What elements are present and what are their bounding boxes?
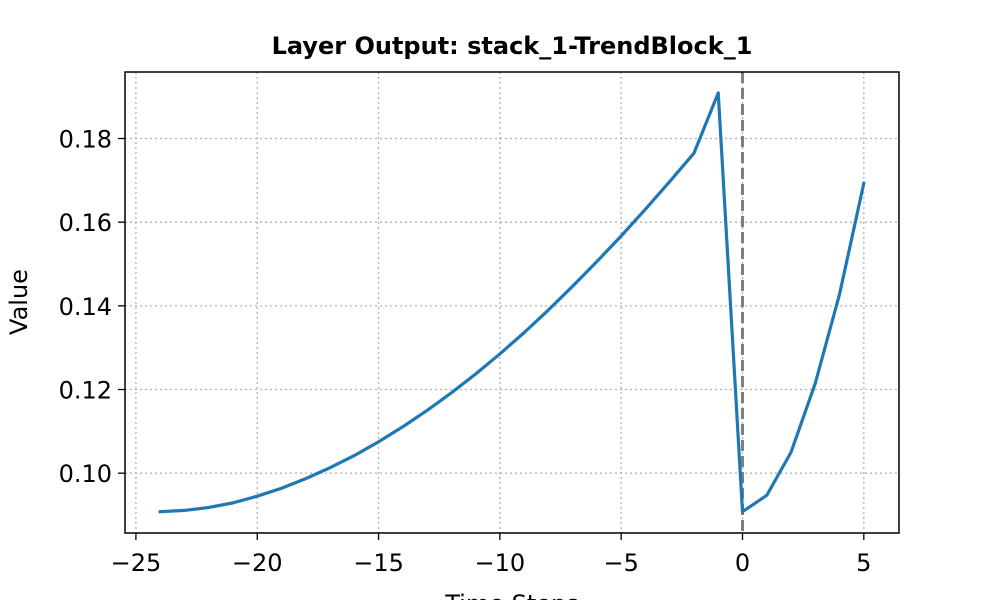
y-tick-label: 0.18	[59, 126, 112, 154]
x-tick-label: 5	[856, 549, 871, 577]
x-tick-label: −5	[603, 549, 638, 577]
y-axis-label: Value	[5, 269, 33, 335]
chart-title: Layer Output: stack_1-TrendBlock_1	[272, 32, 753, 60]
grid	[125, 72, 899, 533]
y-tick-label: 0.16	[59, 209, 112, 237]
x-axis-label: Time Steps	[444, 590, 579, 600]
x-axis-ticks: −25 −20 −15 −10 −5 0 5	[111, 533, 871, 577]
x-tick-label: 0	[735, 549, 750, 577]
y-axis-ticks: 0.10 0.12 0.14 0.16 0.18	[59, 126, 125, 488]
y-tick-label: 0.12	[59, 377, 112, 405]
y-tick-label: 0.10	[59, 460, 112, 488]
plot-frame	[124, 71, 900, 534]
x-tick-label: −20	[232, 549, 283, 577]
x-tick-label: −25	[111, 549, 162, 577]
series-layer	[158, 91, 866, 514]
series-line	[158, 91, 866, 514]
x-tick-label: −10	[475, 549, 526, 577]
y-tick-label: 0.14	[59, 293, 112, 321]
x-tick-label: −15	[353, 549, 404, 577]
